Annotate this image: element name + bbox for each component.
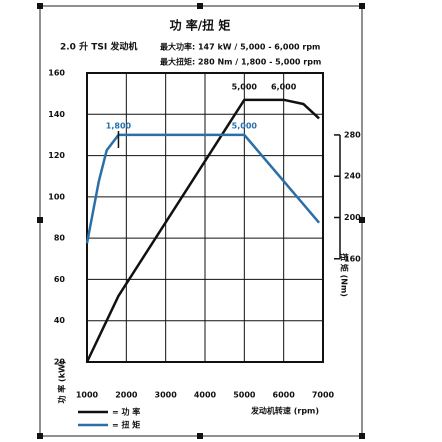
annotation: 5,000 — [232, 122, 258, 131]
y2-tick-label: 240 — [344, 172, 361, 181]
y2-axis-title: 扭 矩 (Nm) — [340, 253, 350, 297]
y2-tick-label: 200 — [344, 213, 361, 222]
x-tick-label: 4000 — [194, 391, 217, 400]
x-tick-label: 1000 — [76, 391, 99, 400]
handles — [37, 3, 365, 439]
y-tick-label: 160 — [48, 69, 65, 78]
x-tick-label: 7000 — [312, 391, 335, 400]
y-axis-title: 功 率 (kW) — [57, 360, 67, 403]
x-tick-label: 6000 — [273, 391, 296, 400]
y-tick-label: 100 — [48, 192, 65, 201]
y-tick-label: 60 — [54, 275, 66, 284]
annotation: 6,000 — [271, 83, 297, 92]
legend-label: = 功 率 — [112, 407, 140, 417]
series-line — [85, 98, 320, 363]
subtitle: 2.0 升 TSI 发动机 — [60, 41, 137, 53]
y-tick-label: 80 — [54, 234, 66, 243]
y-tick-label: 120 — [48, 151, 65, 160]
frame — [39, 5, 363, 437]
y2-tick-label: 280 — [344, 130, 361, 139]
y-tick-label: 40 — [54, 316, 66, 325]
annotation: 1,800 — [106, 122, 132, 131]
x-tick-label: 5000 — [233, 391, 256, 400]
x-tick-label: 2000 — [115, 391, 138, 400]
note: 最大功率: 147 kW / 5,000 - 6,000 rpm — [160, 42, 320, 52]
x-tick-label: 3000 — [155, 391, 178, 400]
y-tick-label: 20 — [54, 358, 66, 367]
legend-label: = 扭 矩 — [112, 420, 140, 430]
x-axis-title: 发动机转速 (rpm) — [250, 406, 319, 416]
note: 最大扭矩: 280 Nm / 1,800 - 5,000 rpm — [160, 57, 321, 67]
y-tick-label: 140 — [48, 110, 65, 119]
annotation: 5,000 — [232, 83, 258, 92]
chart-title: 功 率/扭 矩 — [170, 18, 231, 33]
y2-tick-label: 160 — [344, 254, 361, 263]
series-line — [85, 133, 321, 244]
